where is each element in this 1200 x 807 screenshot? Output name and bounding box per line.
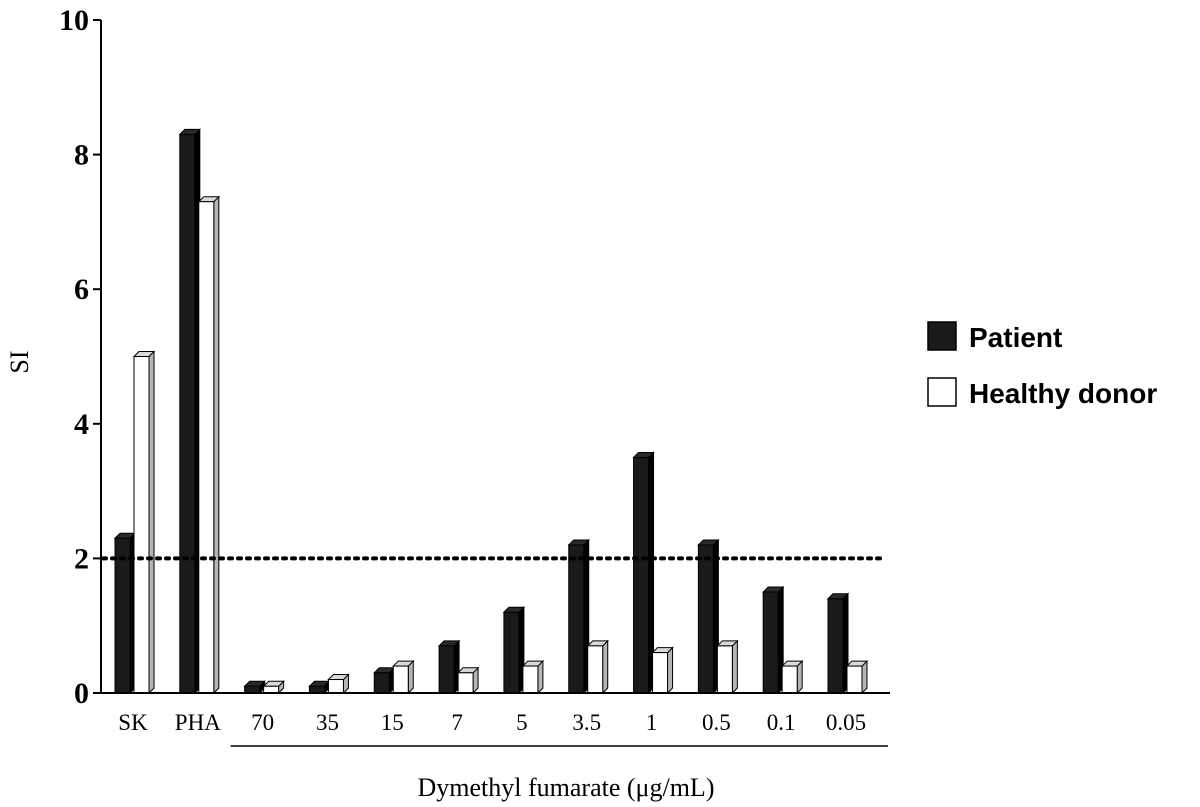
legend-swatch-patient (927, 321, 957, 351)
x-tick-label: 35 (316, 710, 339, 735)
legend-swatch-healthy-donor (927, 377, 957, 407)
y-tick-label: 6 (74, 273, 89, 306)
bar-healthy-donor (456, 666, 480, 695)
bar-healthy-donor (780, 659, 804, 695)
y-tick-label: 10 (59, 4, 89, 37)
bar-patient (697, 538, 720, 695)
bar-patient (632, 451, 655, 695)
y-tick-label: 8 (74, 139, 89, 172)
bar-healthy-donor (392, 659, 415, 695)
legend-label-patient: Patient (969, 322, 1062, 353)
bar-patient (502, 606, 526, 695)
x-tick-label: 0.05 (826, 710, 866, 735)
x-tick-label: SK (118, 710, 148, 735)
x-tick-label: 3.5 (572, 710, 601, 735)
x-tick-label: 15 (381, 710, 404, 735)
bar-healthy-donor (197, 195, 221, 695)
y-tick-label: 2 (74, 542, 89, 575)
bar-patient (373, 666, 396, 695)
bar-patient (437, 639, 461, 695)
y-axis: 0 2 4 6 8 10 (59, 4, 102, 710)
bar-healthy-donor (262, 680, 285, 695)
y-axis-label: SI (5, 350, 34, 373)
x-tick-label: 5 (516, 710, 528, 735)
bar-healthy-donor (651, 646, 674, 695)
x-axis-label: Dymethyl fumarate (μg/mL) (418, 773, 715, 802)
legend-label-healthy-donor: Healthy donor (969, 378, 1157, 409)
bar-healthy-donor (845, 659, 869, 695)
bar-healthy-donor (327, 673, 350, 695)
x-axis: SK PHA 70 35 15 7 5 3.5 1 0.5 0.1 0.05 (101, 692, 890, 747)
bars (113, 128, 869, 695)
bar-patient (761, 585, 785, 695)
bar-healthy-donor (716, 639, 739, 695)
legend: Patient Healthy donor (927, 321, 1157, 409)
x-tick-label: 7 (451, 710, 463, 735)
x-tick-label: 0.1 (767, 710, 796, 735)
x-tick-label: PHA (175, 710, 221, 735)
bar-patient (243, 680, 266, 695)
x-tick-label: 70 (251, 710, 274, 735)
x-tick-label: 1 (646, 710, 658, 735)
bar-healthy-donor (521, 659, 545, 695)
bar-patient (308, 680, 331, 695)
x-tick-label: 0.5 (702, 710, 731, 735)
bar-healthy-donor (586, 639, 609, 695)
y-tick-label: 0 (74, 677, 89, 710)
bar-patient (178, 128, 202, 695)
y-tick-label: 4 (74, 408, 89, 441)
bar-patient (567, 538, 590, 695)
bar-patient (826, 592, 850, 695)
bar-healthy-donor (132, 350, 156, 695)
